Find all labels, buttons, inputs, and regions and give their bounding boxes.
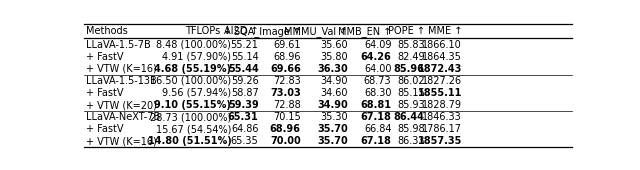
Text: 86.02: 86.02 bbox=[397, 76, 425, 86]
Text: MMB_EN ↑: MMB_EN ↑ bbox=[338, 26, 392, 37]
Text: 1827.26: 1827.26 bbox=[422, 76, 462, 86]
Text: 28.73 (100.00%): 28.73 (100.00%) bbox=[150, 112, 231, 122]
Text: 55.21: 55.21 bbox=[230, 39, 259, 49]
Text: 9.10 (55.15%): 9.10 (55.15%) bbox=[154, 100, 231, 110]
Text: 34.90: 34.90 bbox=[317, 100, 348, 110]
Text: 72.88: 72.88 bbox=[273, 100, 301, 110]
Text: 68.96: 68.96 bbox=[273, 52, 301, 62]
Text: + VTW (K=20): + VTW (K=20) bbox=[86, 100, 157, 110]
Text: 82.49: 82.49 bbox=[397, 52, 425, 62]
Text: 64.00: 64.00 bbox=[364, 64, 392, 74]
Text: 73.03: 73.03 bbox=[270, 88, 301, 98]
Text: 36.30: 36.30 bbox=[317, 64, 348, 74]
Text: 68.73: 68.73 bbox=[364, 76, 392, 86]
Text: POPE ↑: POPE ↑ bbox=[388, 26, 425, 36]
Text: 1872.43: 1872.43 bbox=[417, 64, 462, 74]
Text: 14.80 (51.51%): 14.80 (51.51%) bbox=[148, 136, 231, 146]
Text: 34.90: 34.90 bbox=[321, 76, 348, 86]
Text: 59.26: 59.26 bbox=[231, 76, 259, 86]
Text: + VTW (K=16): + VTW (K=16) bbox=[86, 64, 157, 74]
Text: 4.68 (55.19%): 4.68 (55.19%) bbox=[154, 64, 231, 74]
Text: 16.50 (100.00%): 16.50 (100.00%) bbox=[150, 76, 231, 86]
Text: 70.00: 70.00 bbox=[270, 136, 301, 146]
Text: 68.96: 68.96 bbox=[270, 124, 301, 134]
Text: 1866.10: 1866.10 bbox=[422, 39, 462, 49]
Text: AI2D ↑: AI2D ↑ bbox=[224, 26, 259, 36]
Text: 85.98: 85.98 bbox=[397, 124, 425, 134]
Text: 64.09: 64.09 bbox=[364, 39, 392, 49]
Text: 59.39: 59.39 bbox=[228, 100, 259, 110]
Text: 68.81: 68.81 bbox=[360, 100, 392, 110]
Text: 68.30: 68.30 bbox=[364, 88, 392, 98]
Text: LLaVA-NeXT-7B: LLaVA-NeXT-7B bbox=[86, 112, 160, 122]
Text: 58.87: 58.87 bbox=[231, 88, 259, 98]
Text: 85.96: 85.96 bbox=[394, 64, 425, 74]
Text: 64.86: 64.86 bbox=[231, 124, 259, 134]
Text: 4.91 (57.90%): 4.91 (57.90%) bbox=[163, 52, 231, 62]
Text: 55.14: 55.14 bbox=[231, 52, 259, 62]
Text: 1828.79: 1828.79 bbox=[422, 100, 462, 110]
Text: 72.83: 72.83 bbox=[273, 76, 301, 86]
Text: 8.48 (100.00%): 8.48 (100.00%) bbox=[156, 39, 231, 49]
Text: 1855.11: 1855.11 bbox=[417, 88, 462, 98]
Text: 35.70: 35.70 bbox=[317, 136, 348, 146]
Text: 67.18: 67.18 bbox=[360, 136, 392, 146]
Text: 85.15: 85.15 bbox=[397, 88, 425, 98]
Text: 35.80: 35.80 bbox=[320, 52, 348, 62]
Text: 85.93: 85.93 bbox=[397, 100, 425, 110]
Text: SQA_Image ↑: SQA_Image ↑ bbox=[234, 26, 301, 37]
Text: 70.15: 70.15 bbox=[273, 112, 301, 122]
Text: 66.84: 66.84 bbox=[364, 124, 392, 134]
Text: LLaVA-1.5-13B: LLaVA-1.5-13B bbox=[86, 76, 157, 86]
Text: 35.60: 35.60 bbox=[320, 39, 348, 49]
Text: MME ↑: MME ↑ bbox=[428, 26, 462, 36]
Text: 35.70: 35.70 bbox=[317, 124, 348, 134]
Text: + VTW (K=16): + VTW (K=16) bbox=[86, 136, 157, 146]
Text: 34.60: 34.60 bbox=[321, 88, 348, 98]
Text: 67.18: 67.18 bbox=[360, 112, 392, 122]
Text: 9.56 (57.94%): 9.56 (57.94%) bbox=[162, 88, 231, 98]
Text: 86.33: 86.33 bbox=[397, 136, 425, 146]
Text: + FastV: + FastV bbox=[86, 52, 124, 62]
Text: 64.26: 64.26 bbox=[361, 52, 392, 62]
Text: 1846.33: 1846.33 bbox=[422, 112, 462, 122]
Text: 65.35: 65.35 bbox=[231, 136, 259, 146]
Text: 1857.35: 1857.35 bbox=[417, 136, 462, 146]
Text: 1864.35: 1864.35 bbox=[422, 52, 462, 62]
Text: + FastV: + FastV bbox=[86, 88, 124, 98]
Text: 65.31: 65.31 bbox=[228, 112, 259, 122]
Text: LLaVA-1.5-7B: LLaVA-1.5-7B bbox=[86, 39, 150, 49]
Text: MMMU_Val ↑: MMMU_Val ↑ bbox=[284, 26, 348, 37]
Text: 86.44: 86.44 bbox=[394, 112, 425, 122]
Text: 1786.17: 1786.17 bbox=[422, 124, 462, 134]
Text: 55.44: 55.44 bbox=[228, 64, 259, 74]
Text: + FastV: + FastV bbox=[86, 124, 124, 134]
Text: Methods: Methods bbox=[86, 26, 128, 36]
Text: 35.30: 35.30 bbox=[320, 112, 348, 122]
Text: 15.67 (54.54%): 15.67 (54.54%) bbox=[156, 124, 231, 134]
Text: 69.66: 69.66 bbox=[270, 64, 301, 74]
Text: TFLOPs ↓: TFLOPs ↓ bbox=[185, 26, 231, 36]
Text: 85.83: 85.83 bbox=[397, 39, 425, 49]
Text: 69.61: 69.61 bbox=[273, 39, 301, 49]
